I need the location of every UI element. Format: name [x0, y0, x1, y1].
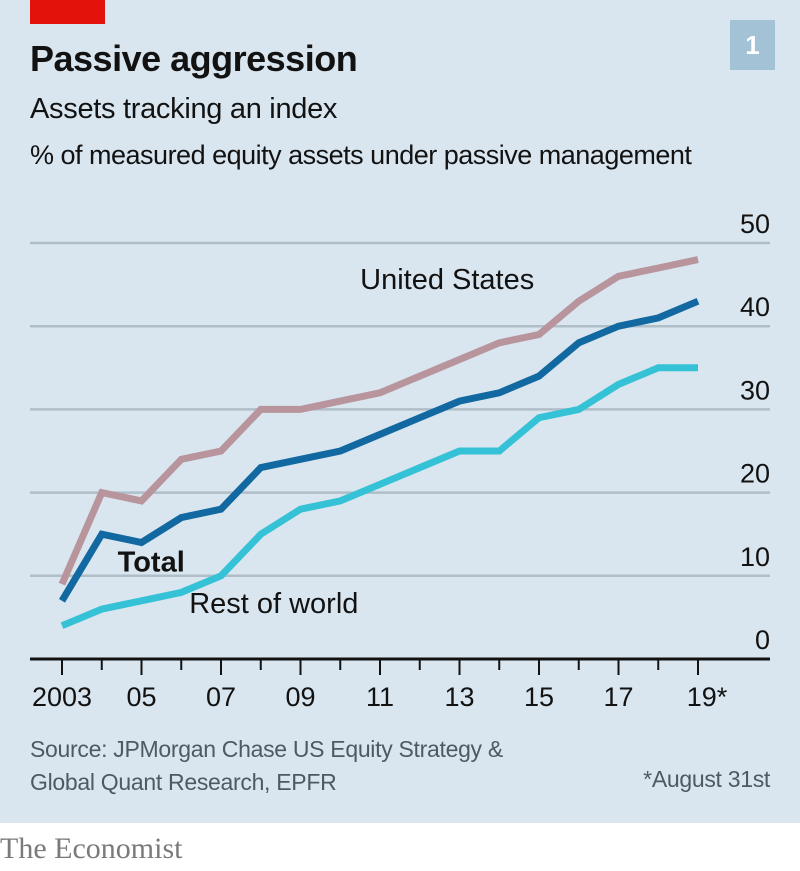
x-tick-label: 07 — [206, 682, 236, 712]
series-label-united-states: United States — [360, 264, 534, 296]
chart-panel — [0, 0, 800, 823]
x-tick-label: 19* — [687, 682, 728, 712]
series-line-rest-of-world — [60, 364, 698, 629]
x-tick-label: 11 — [366, 682, 394, 712]
series-label-rest-of-world: Rest of world — [189, 588, 358, 620]
footnote: *August 31st — [643, 766, 770, 792]
y-tick-label: 30 — [740, 375, 770, 405]
unit-label: % of measured equity assets under passiv… — [30, 140, 692, 170]
line-chart: 0 10 20 30 40 50 2003 05 07 09 11 13 15 17 19* United S… — [30, 209, 770, 712]
y-tick-label: 50 — [740, 209, 770, 239]
chart-number-badge: 1 — [730, 20, 775, 70]
series-line-total — [58, 297, 700, 603]
y-tick-label: 10 — [740, 542, 770, 572]
y-tick-label: 20 — [740, 459, 770, 489]
x-tick-label: 05 — [126, 682, 156, 712]
x-tick-label: 2003 — [32, 682, 92, 712]
economist-red-tag — [30, 0, 105, 24]
chart-subtitle: Assets tracking an index — [30, 93, 338, 125]
x-tick-label: 09 — [285, 682, 315, 712]
y-tick-label: 0 — [755, 625, 770, 655]
series-label-total: Total — [118, 547, 185, 579]
brand-logo: The Economist — [0, 832, 183, 865]
source-line-1: Source: JPMorgan Chase US Equity Strateg… — [30, 736, 503, 762]
y-tick-label: 40 — [740, 292, 770, 322]
series-line-united-states — [58, 256, 699, 586]
source-note: Source: JPMorgan Chase US Equity Strateg… — [30, 733, 503, 799]
x-tick-label: 17 — [603, 682, 633, 712]
source-line-2: Global Quant Research, EPFR — [30, 769, 337, 795]
chart-title: Passive aggression — [30, 38, 358, 79]
x-tick-label: 15 — [524, 682, 554, 712]
x-tick-label: 13 — [444, 682, 474, 712]
